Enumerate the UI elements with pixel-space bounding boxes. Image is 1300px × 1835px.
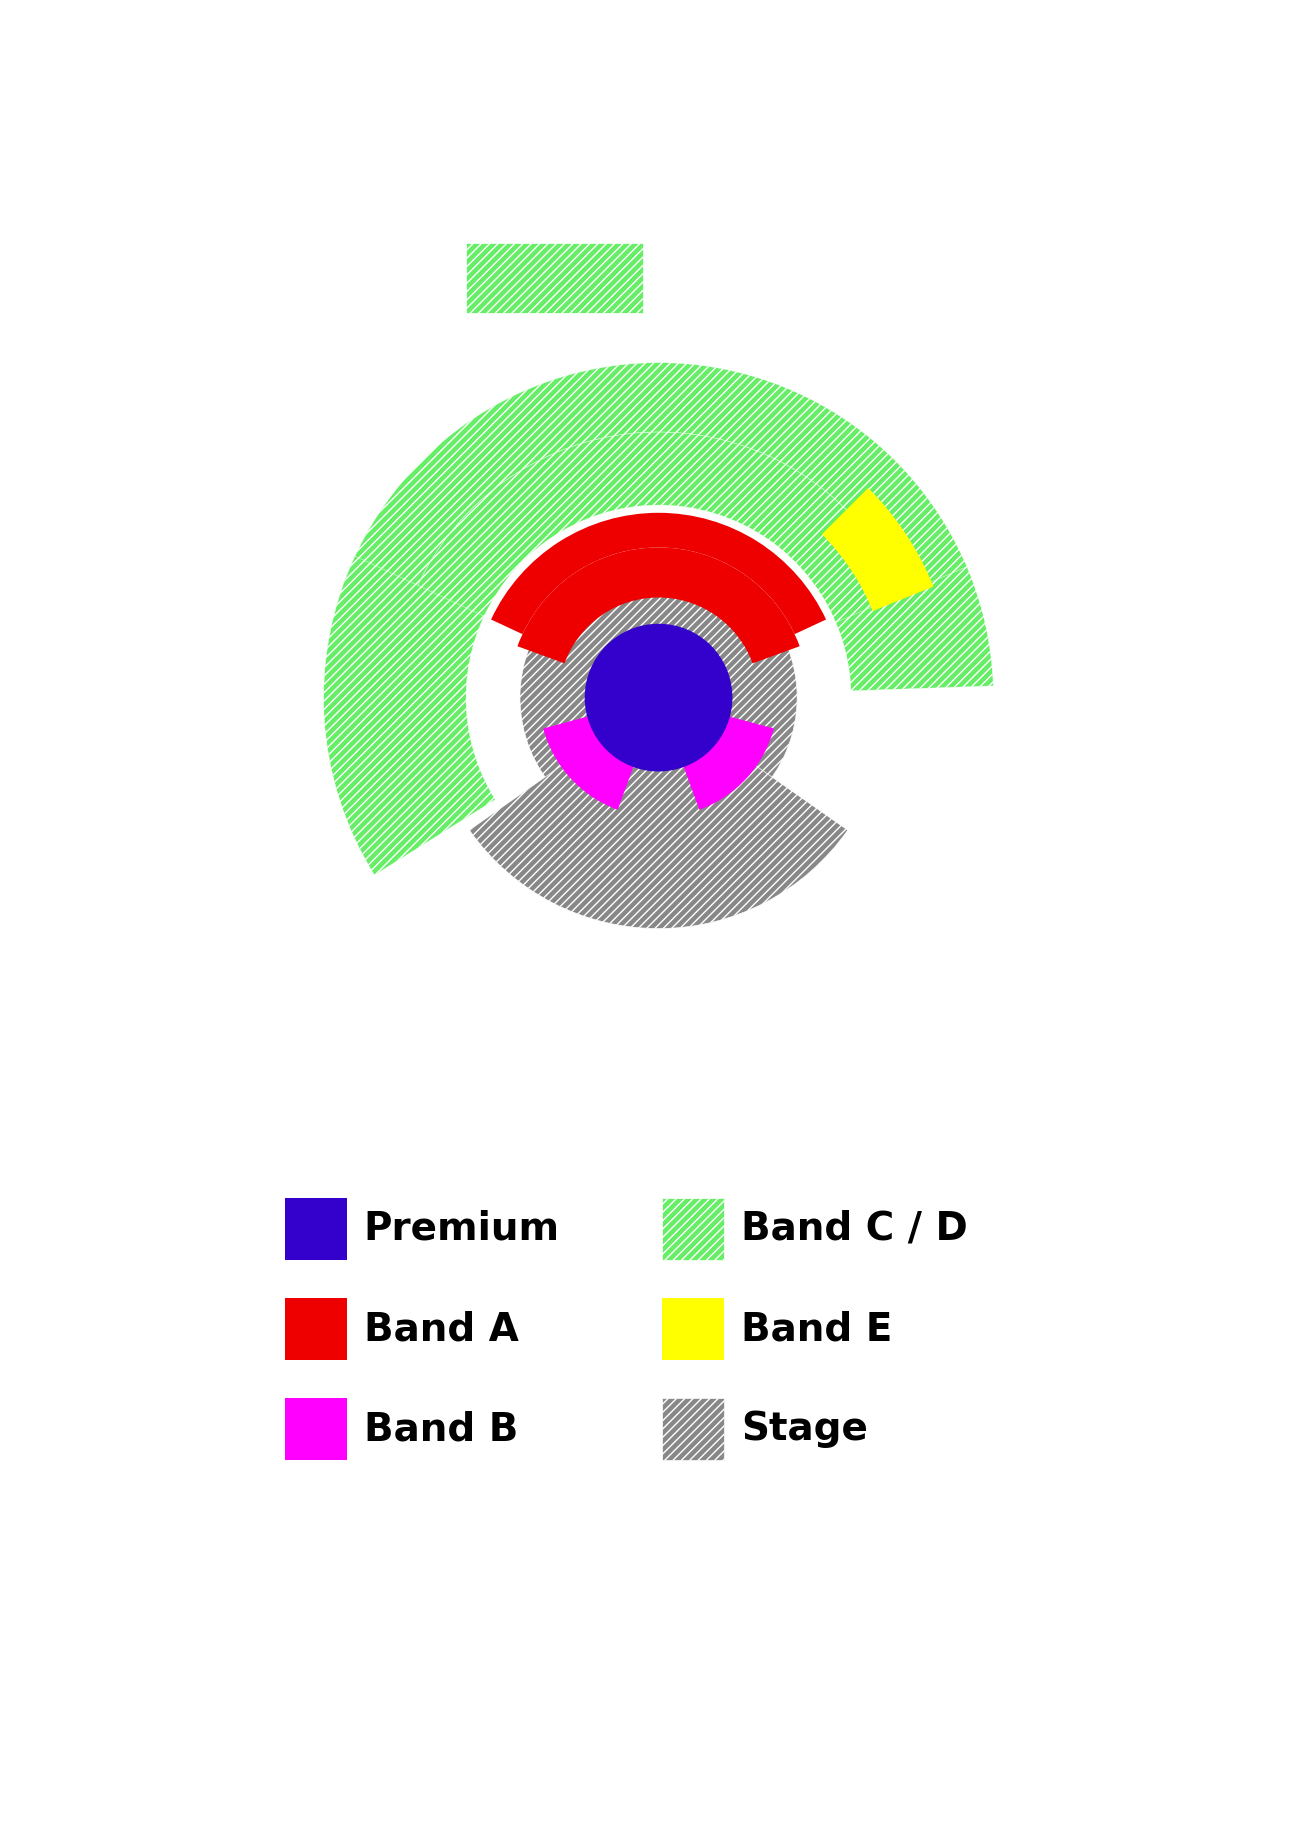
Wedge shape xyxy=(469,721,848,929)
Circle shape xyxy=(585,624,732,771)
Wedge shape xyxy=(684,716,774,809)
Bar xyxy=(465,244,644,312)
Text: Stage: Stage xyxy=(741,1409,868,1448)
Text: Band E: Band E xyxy=(741,1310,892,1349)
Bar xyxy=(285,1398,347,1461)
Wedge shape xyxy=(517,547,800,664)
Text: Band A: Band A xyxy=(364,1310,519,1349)
Wedge shape xyxy=(520,560,797,837)
Wedge shape xyxy=(343,363,974,607)
Bar xyxy=(663,1297,724,1360)
Wedge shape xyxy=(324,556,495,875)
Text: Band B: Band B xyxy=(364,1409,517,1448)
Bar xyxy=(285,1198,347,1259)
Wedge shape xyxy=(836,567,993,692)
Wedge shape xyxy=(822,488,933,611)
Bar xyxy=(663,1398,724,1461)
Bar xyxy=(663,1198,724,1259)
Wedge shape xyxy=(543,716,633,809)
Bar xyxy=(285,1297,347,1360)
Text: Band C / D: Band C / D xyxy=(741,1209,967,1248)
Wedge shape xyxy=(491,512,826,635)
Wedge shape xyxy=(410,431,909,631)
Text: Premium: Premium xyxy=(364,1209,560,1248)
